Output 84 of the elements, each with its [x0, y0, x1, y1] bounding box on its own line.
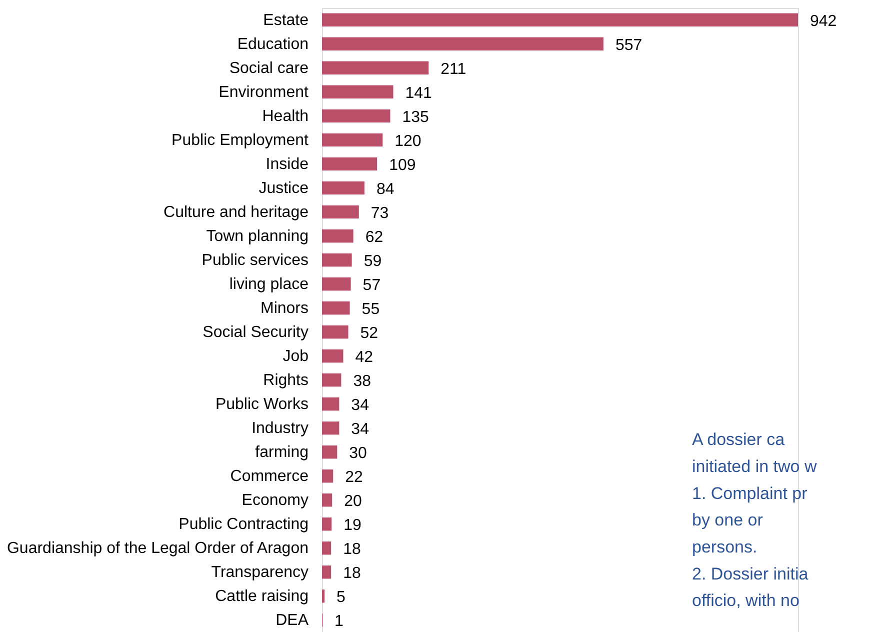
data-label: 73 [370, 205, 389, 222]
bar [322, 373, 342, 387]
y-tick-label: farming [255, 444, 308, 462]
data-label: 38 [353, 373, 372, 390]
data-label: 557 [615, 37, 642, 54]
y-tick-label: Justice [258, 180, 309, 197]
data-label: 20 [344, 493, 362, 510]
bar [322, 229, 354, 243]
annotation: persons. [692, 537, 758, 556]
bar [322, 85, 394, 99]
data-label: 57 [362, 277, 381, 294]
data-label: 18 [343, 565, 361, 582]
annotation: 1. Complaint pr [692, 484, 808, 503]
annotation: officio, with no [692, 591, 800, 610]
bar [322, 469, 334, 483]
data-label: 141 [405, 85, 432, 102]
bar [322, 325, 348, 339]
y-tick-label: DEA [276, 612, 309, 630]
bar [322, 37, 604, 50]
bar [322, 421, 340, 435]
bar [322, 109, 390, 123]
data-label: 19 [344, 517, 362, 534]
bar [322, 565, 332, 579]
data-label: 55 [362, 301, 380, 318]
y-tick-label: Commerce [230, 468, 309, 486]
data-label: 34 [351, 397, 370, 414]
data-label: 5 [336, 589, 346, 606]
y-tick-label: Social Security [202, 324, 308, 342]
y-tick-label: Public services [202, 252, 308, 269]
data-label: 62 [365, 229, 384, 246]
bar [322, 349, 344, 363]
annotation: 2. Dossier initia [692, 564, 809, 584]
y-tick-label: Industry [252, 420, 308, 438]
y-tick-label: Education [237, 36, 308, 53]
y-tick-label: Cattle raising [215, 588, 308, 606]
data-label: 942 [810, 13, 837, 30]
bar [322, 157, 378, 171]
y-tick-label: Social care [229, 60, 309, 77]
bar [322, 277, 351, 291]
data-label: 42 [355, 349, 374, 366]
data-label: 22 [345, 469, 364, 486]
y-tick-label: Health [262, 108, 308, 125]
data-label: 211 [440, 61, 466, 78]
y-tick-label: Transparency [211, 564, 308, 582]
data-label: 109 [389, 157, 416, 174]
bar [322, 445, 338, 459]
y-tick-label: Town planning [206, 228, 308, 245]
bar [322, 517, 332, 531]
data-label: 52 [360, 325, 378, 342]
data-label: 59 [364, 253, 382, 270]
y-tick-label: living place [229, 276, 309, 293]
y-tick-label: Minors [260, 300, 308, 317]
data-label: 135 [402, 109, 430, 126]
y-tick-label: Public Contracting [178, 516, 308, 534]
data-label: 1 [334, 613, 344, 630]
y-tick-label: Estate [263, 12, 309, 29]
bar [322, 590, 325, 603]
y-tick-label: Public Employment [172, 132, 310, 149]
y-tick-label: Environment [218, 84, 310, 101]
data-label: 18 [343, 541, 361, 558]
bar [322, 541, 332, 555]
y-tick-label: Culture and heritage [164, 204, 309, 221]
bar [322, 181, 364, 195]
y-tick-label: Rights [263, 372, 308, 390]
y-tick-label: Public Works [215, 396, 308, 414]
bar [322, 301, 350, 315]
data-label: 84 [376, 181, 394, 198]
bar [322, 133, 383, 147]
bar [322, 13, 798, 26]
annotation: initiated in two w [692, 456, 818, 476]
annotation: A dossier ca [692, 430, 786, 450]
data-label: 120 [394, 133, 422, 150]
data-label: 30 [349, 445, 368, 462]
y-tick-label: Economy [242, 492, 308, 510]
bar [322, 205, 359, 219]
bar [322, 253, 352, 267]
data-label: 34 [351, 421, 370, 438]
y-tick-label: Job [282, 348, 309, 366]
bar [322, 397, 340, 411]
annotation: by one or [692, 510, 764, 530]
bar [322, 61, 429, 75]
bar [322, 493, 332, 507]
y-tick-label: Guardianship of the Legal Order of Aragon [6, 540, 308, 558]
y-tick-label: Inside [266, 156, 309, 173]
